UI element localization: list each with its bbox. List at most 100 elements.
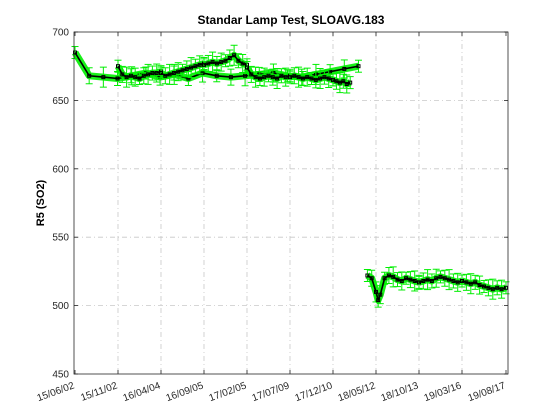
- data-point: [309, 76, 314, 81]
- data-point: [495, 285, 500, 290]
- data-point: [124, 75, 129, 80]
- data-point: [421, 278, 426, 283]
- data-point: [137, 76, 142, 81]
- data-point: [270, 75, 275, 80]
- data-point: [425, 277, 430, 282]
- data-point: [115, 76, 120, 81]
- data-point: [408, 277, 413, 282]
- data-point: [189, 65, 194, 70]
- data-point: [412, 278, 417, 283]
- axes-frame: [73, 31, 509, 375]
- data-point: [202, 62, 206, 67]
- data-point: [442, 276, 447, 281]
- data-point: [171, 71, 176, 76]
- data-point: [167, 72, 172, 77]
- data-point: [214, 73, 219, 78]
- data-point: [486, 285, 491, 290]
- data-point: [326, 76, 331, 81]
- data-point: [499, 287, 504, 292]
- data-point: [464, 280, 469, 285]
- data-point: [468, 281, 473, 286]
- data-point: [184, 66, 189, 71]
- data-point: [262, 75, 267, 80]
- data-point: [253, 75, 258, 80]
- data-point: [180, 68, 185, 73]
- data-point: [382, 276, 387, 281]
- y-tick-label: 650: [52, 96, 69, 107]
- data-point: [313, 77, 318, 82]
- data-point: [249, 72, 254, 77]
- data-point: [404, 276, 409, 281]
- y-tick-label: 550: [52, 233, 69, 244]
- data-point: [228, 75, 233, 80]
- data-point: [120, 72, 125, 77]
- data-point: [154, 71, 159, 76]
- y-tick-label: 500: [52, 301, 69, 312]
- data-point: [101, 75, 106, 80]
- data-series: [71, 44, 510, 308]
- data-point: [341, 79, 346, 84]
- data-point: [318, 76, 323, 81]
- data-point: [159, 71, 163, 76]
- y-tick-label: 450: [52, 370, 69, 381]
- data-point: [232, 53, 237, 58]
- data-point: [451, 278, 456, 283]
- data-point: [477, 283, 482, 288]
- data-point: [116, 64, 120, 69]
- data-point: [460, 278, 464, 283]
- data-point: [386, 273, 391, 278]
- data-point: [243, 73, 248, 78]
- data-point: [288, 75, 292, 80]
- data-point: [279, 73, 284, 78]
- data-point: [283, 75, 288, 80]
- data-point: [376, 298, 381, 303]
- data-point: [214, 61, 219, 66]
- data-point: [245, 65, 249, 70]
- data-point: [356, 64, 361, 69]
- data-point: [322, 75, 327, 80]
- data-point: [504, 285, 508, 290]
- data-point: [128, 73, 133, 78]
- data-point: [482, 284, 486, 289]
- data-point: [305, 75, 310, 80]
- data-point: [219, 60, 224, 65]
- data-point: [197, 62, 202, 67]
- grid: [74, 32, 508, 374]
- data-point: [473, 280, 478, 285]
- data-point: [236, 58, 241, 63]
- data-point: [206, 61, 211, 66]
- data-point: [176, 69, 181, 74]
- data-point: [193, 64, 198, 69]
- data-point: [369, 276, 374, 281]
- data-point: [292, 73, 297, 78]
- data-point: [223, 58, 228, 63]
- data-point: [455, 280, 460, 285]
- data-point: [296, 75, 301, 80]
- data-point: [378, 292, 383, 297]
- data-point: [434, 276, 439, 281]
- chart-title: Standar Lamp Test, SLOAVG.183: [198, 13, 385, 27]
- data-point: [417, 280, 421, 285]
- data-point: [365, 273, 370, 278]
- data-point: [73, 50, 77, 55]
- data-point: [210, 60, 215, 65]
- data-point: [275, 76, 280, 81]
- data-point: [391, 274, 396, 279]
- axes-background: [74, 32, 508, 374]
- data-point: [438, 274, 443, 279]
- data-point: [240, 61, 245, 66]
- data-point: [141, 73, 146, 78]
- data-point: [146, 72, 151, 77]
- data-point: [200, 71, 205, 76]
- data-point: [227, 55, 232, 60]
- y-tick-label: 600: [52, 164, 69, 175]
- data-point: [87, 73, 92, 78]
- data-point: [163, 73, 168, 78]
- y-tick-label: 700: [52, 28, 69, 39]
- data-point: [399, 278, 404, 283]
- data-point: [342, 66, 347, 71]
- data-point: [300, 76, 305, 81]
- data-point: [395, 277, 400, 282]
- data-point: [348, 80, 353, 85]
